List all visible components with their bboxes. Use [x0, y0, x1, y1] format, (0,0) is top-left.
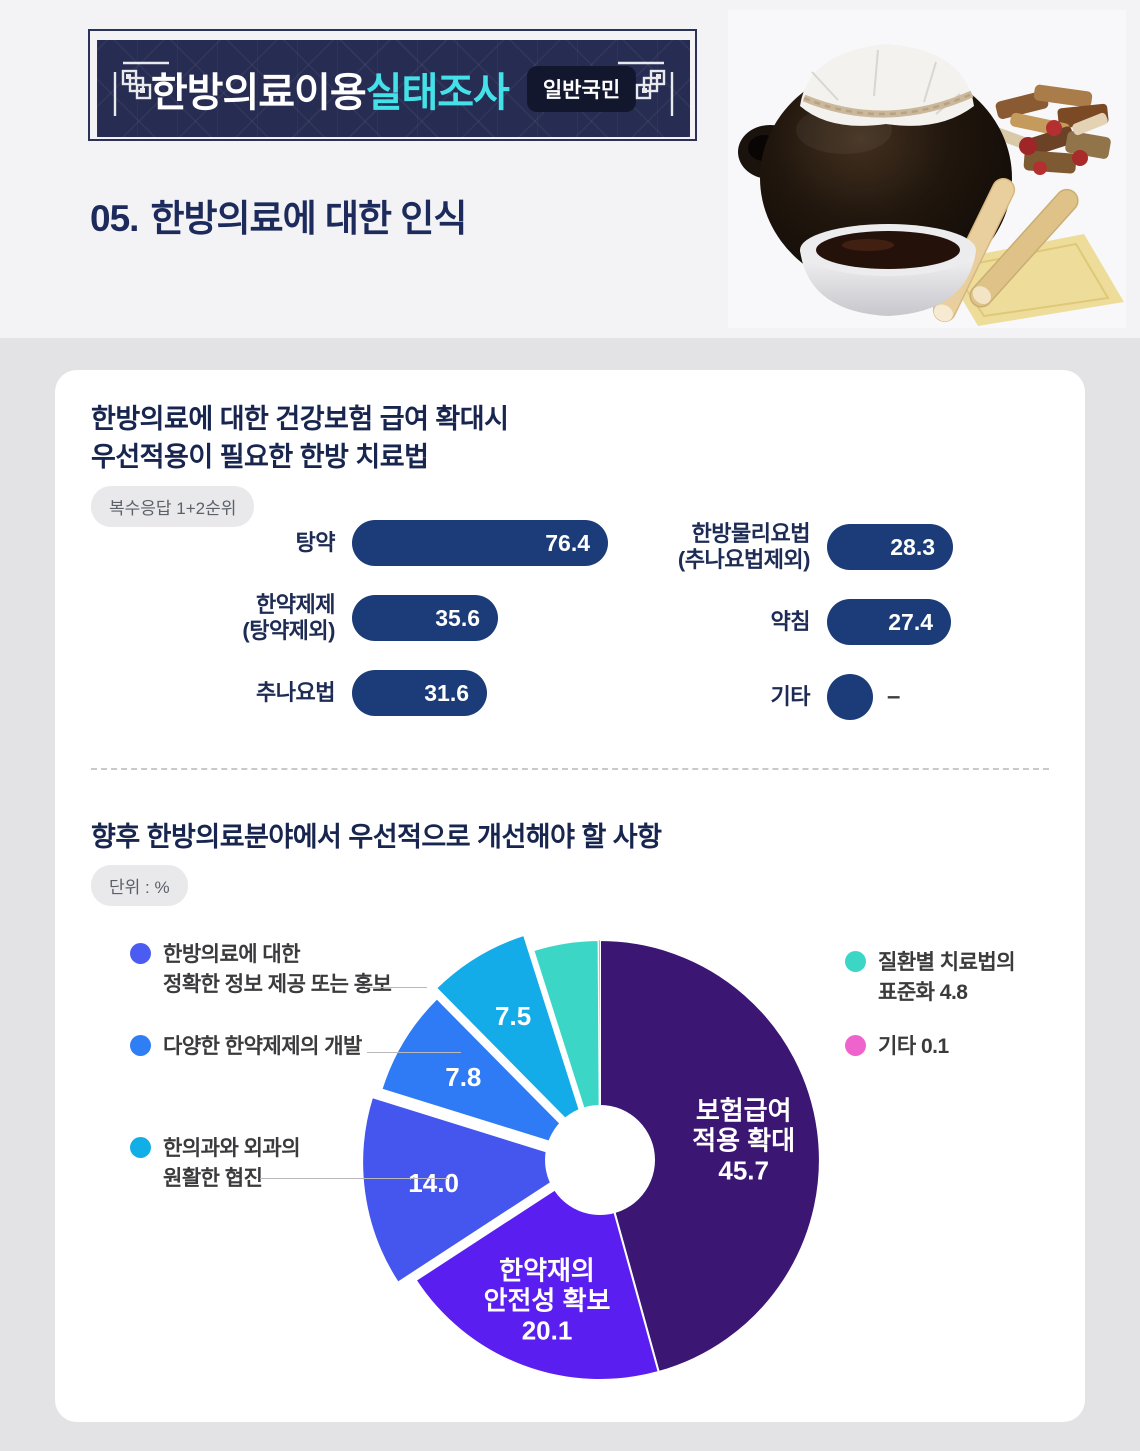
bar: 35.6: [352, 595, 498, 641]
audience-badge: 일반국민: [526, 65, 637, 112]
banner-panel: 한방의료이용실태조사 일반국민: [97, 40, 690, 137]
legend-cooperation: 한의과와 외과의 원활한 협진: [130, 1134, 301, 1195]
korean-corner-ornament-icon: [618, 61, 674, 116]
question1-title-line1: 한방의료에 대한 건강보험 급여 확대시: [91, 404, 509, 434]
pie-slice-label: 14.0: [408, 1168, 459, 1198]
bar-chart-left-column: 탕약 76.4 한약제제 (탕약제외) 35.6 추나요법 31.6: [85, 520, 608, 745]
bar-category-label: 탕약: [295, 530, 336, 556]
header-section: 한방의료이용실태조사 일반국민 05. 한방의료에 대한 인식: [0, 0, 1140, 338]
legend-label: 질환별 치료법의 표준화 4.8: [878, 951, 1016, 1005]
bar-row: 탕약 76.4: [85, 520, 608, 566]
section-title-text: 한방의료에 대한 인식: [150, 198, 467, 239]
herbal-medicine-photo: [728, 10, 1126, 328]
bar-category-label: 약침: [770, 609, 811, 635]
legend-dot-icon: [130, 1137, 151, 1158]
bar-category-label: 기타: [770, 684, 811, 710]
bar: 31.6: [352, 670, 487, 716]
pie-slice-label: 보험급여 적용 확대 45.7: [692, 1096, 795, 1186]
bar: [827, 674, 873, 720]
page-title: 05. 한방의료에 대한 인식: [90, 188, 467, 242]
pie-slice: [598, 939, 601, 1161]
pie-slice-label: 7.8: [445, 1062, 481, 1092]
donut-hole: [545, 1105, 655, 1215]
question1-title-line2: 우선적용이 필요한 한방 치료법: [91, 442, 429, 473]
question1-title: 한방의료에 대한 건강보험 급여 확대시 우선적용이 필요한 한방 치료법: [91, 400, 509, 477]
legend-herbal-product-development: 다양한 한약제제의 개발: [130, 1032, 362, 1062]
bar-category-label: 한방물리요법 (추나요법제외): [677, 521, 811, 572]
pie-slice-label: 7.5: [495, 1001, 531, 1031]
dashed-divider: [91, 768, 1049, 770]
bar-row: 약침 27.4: [650, 599, 953, 645]
korean-corner-ornament-icon: [113, 61, 169, 116]
pie-slice: [599, 939, 821, 1373]
legend-dot-icon: [130, 1035, 151, 1056]
legend-connector-line: [367, 1052, 461, 1053]
legend-info-promotion: 한방의료에 대한 정확한 정보 제공 또는 홍보: [130, 940, 392, 1001]
question1-badge: 복수응답 1+2순위: [91, 486, 255, 527]
title-banner: 한방의료이용실태조사 일반국민: [88, 29, 697, 141]
bar: 28.3: [827, 524, 953, 570]
pie-slice: [380, 997, 593, 1156]
legend-standardization: 질환별 치료법의 표준화 4.8: [845, 948, 1016, 1009]
bar-row: 한방물리요법 (추나요법제외) 28.3: [650, 521, 953, 572]
legend-etc: 기타 0.1: [845, 1032, 949, 1062]
question2-badge: 단위 : %: [91, 865, 188, 906]
question2-title: 향후 한방의료분야에서 우선적으로 개선해야 할 사항: [91, 822, 662, 852]
legend-label: 기타 0.1: [878, 1035, 949, 1058]
tea-bowl: [800, 224, 976, 316]
banner-title-main: 한방의료이용: [150, 70, 367, 115]
pie-slice: [414, 1159, 660, 1381]
bar-chart-right-column: 한방물리요법 (추나요법제외) 28.3 약침 27.4 기타 –: [650, 521, 953, 749]
bar: 76.4: [352, 520, 608, 566]
content-card: 한방의료에 대한 건강보험 급여 확대시 우선적용이 필요한 한방 치료법 복수…: [55, 370, 1085, 1422]
legend-label: 다양한 한약제제의 개발: [163, 1035, 362, 1058]
bar-category-label: 추나요법: [256, 680, 335, 706]
pie-slice: [361, 1096, 584, 1284]
bar-row: 한약제제 (탕약제외) 35.6: [85, 592, 608, 643]
section-number: 05.: [90, 198, 139, 239]
bar-row: 기타 –: [650, 674, 953, 720]
donut-chart: 보험급여 적용 확대 45.7 한약재의 안전성 확보 20.1 14.0 7.8 7.5: [361, 933, 821, 1381]
legend-connector-line: [365, 987, 427, 988]
legend-dot-icon: [845, 1035, 866, 1056]
legend-connector-line: [260, 1178, 448, 1179]
bar-category-label: 한약제제 (탕약제외): [242, 592, 335, 643]
legend-label: 한의과와 외과의 원활한 협진: [163, 1137, 301, 1191]
banner-title: 한방의료이용실태조사: [150, 60, 510, 118]
pie-slice-label: 한약재의 안전성 확보 20.1: [484, 1255, 611, 1345]
bar-value-dash: –: [887, 683, 901, 710]
legend-dot-icon: [130, 943, 151, 964]
legend-dot-icon: [845, 951, 866, 972]
banner-offset-frame: [88, 29, 697, 141]
banner-title-accent: 실태조사: [365, 70, 510, 115]
pie-slice: [435, 933, 592, 1146]
bar: 27.4: [827, 599, 951, 645]
legend-label: 한방의료에 대한 정확한 정보 제공 또는 홍보: [163, 943, 392, 997]
bar-row: 추나요법 31.6: [85, 670, 608, 716]
dried-herbs: [990, 84, 1111, 175]
